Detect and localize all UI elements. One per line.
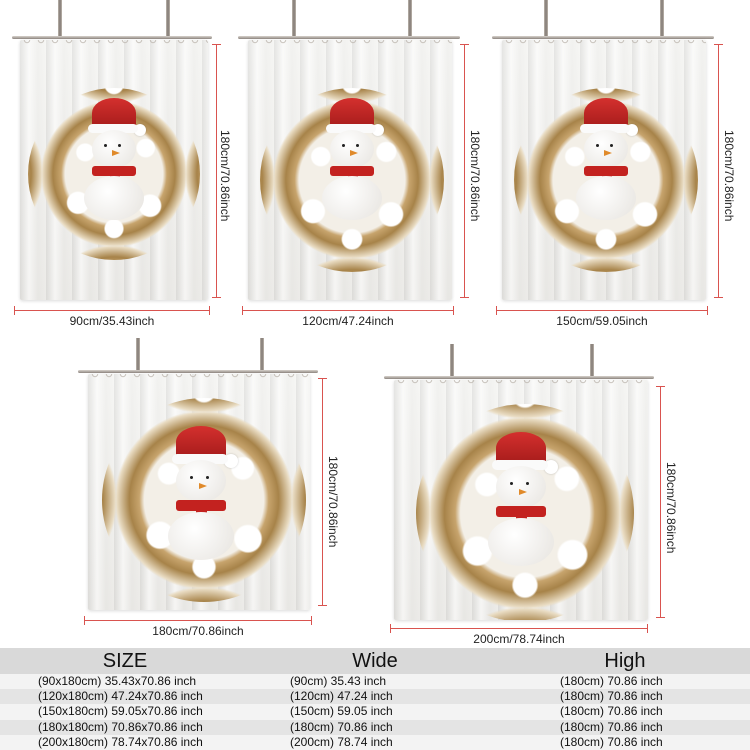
- height-dimension-line: [714, 44, 723, 298]
- width-dimension-line: [242, 306, 454, 315]
- hanger-pole: [58, 0, 62, 36]
- curtain-rod: [238, 36, 460, 39]
- height-label: 180cm/70.86inch: [218, 130, 232, 222]
- cell-size: (90x180cm) 35.43x70.86 inch: [38, 674, 197, 688]
- curtain-rod: [12, 36, 212, 39]
- curtain-rings: [502, 40, 706, 44]
- curtain-rings: [88, 374, 310, 378]
- width-label: 90cm/35.43inch: [69, 314, 155, 328]
- height-label: 180cm/70.86inch: [468, 130, 482, 222]
- curtain-rings: [394, 380, 648, 384]
- hanger-pole: [260, 338, 264, 372]
- shower-curtain: [20, 40, 208, 300]
- cell-wide: (200cm) 78.74 inch: [290, 734, 393, 749]
- width-dimension-line: [390, 624, 648, 633]
- cell-high: (180cm) 70.86 inch: [560, 734, 663, 749]
- shower-curtain: [502, 40, 706, 300]
- hanger-pole: [660, 0, 664, 36]
- cell-wide: (120cm) 47.24 inch: [290, 689, 393, 704]
- header-wide: Wide: [352, 650, 398, 672]
- cell-high: (180cm) 70.86 inch: [560, 719, 663, 734]
- cell-size: (150x180cm) 59.05x70.86 inch: [38, 704, 203, 719]
- cell-high: (180cm) 70.86 inch: [560, 689, 663, 704]
- size-table-header: SIZE Wide High: [0, 648, 750, 674]
- curtain-rings: [20, 40, 208, 44]
- hanger-pole: [590, 344, 594, 378]
- hanger-pole: [166, 0, 170, 36]
- width-dimension-line: [496, 306, 708, 315]
- curtain-rod: [492, 36, 714, 39]
- width-label: 120cm/47.24inch: [302, 314, 394, 328]
- table-row: (120x180cm) 47.24x70.86 inch (120cm) 47.…: [0, 689, 750, 705]
- cell-size: (200x180cm) 78.74x70.86 inch: [38, 734, 203, 749]
- hanger-pole: [136, 338, 140, 372]
- size-table: SIZE Wide High (90x180cm) 35.43x70.86 in…: [0, 648, 750, 750]
- cell-size: (120x180cm) 47.24x70.86 inch: [38, 689, 203, 704]
- width-label: 180cm/70.86inch: [152, 624, 244, 638]
- height-dimension-line: [318, 378, 327, 606]
- height-dimension-line: [212, 44, 221, 298]
- header-size: SIZE: [102, 650, 148, 672]
- cell-wide: (90cm) 35.43 inch: [290, 674, 387, 688]
- cell-wide: (150cm) 59.05 inch: [290, 704, 393, 719]
- curtain-rod: [384, 376, 654, 379]
- height-label: 180cm/70.86inch: [326, 456, 340, 548]
- cell-high: (180cm) 70.86 inch: [560, 674, 663, 688]
- shower-curtain: [394, 380, 648, 620]
- table-row: (90x180cm) 35.43x70.86 inch (90cm) 35.43…: [0, 674, 750, 690]
- height-dimension-line: [460, 44, 469, 298]
- width-dimension-line: [14, 306, 210, 315]
- shower-curtain: [88, 374, 310, 610]
- width-label: 150cm/59.05inch: [556, 314, 648, 328]
- shower-curtain: [248, 40, 452, 300]
- hanger-pole: [450, 344, 454, 378]
- height-dimension-line: [656, 386, 665, 618]
- header-high: High: [604, 650, 646, 672]
- table-row: (200x180cm) 78.74x70.86 inch (200cm) 78.…: [0, 734, 750, 750]
- width-dimension-line: [84, 616, 312, 625]
- table-row: (150x180cm) 59.05x70.86 inch (150cm) 59.…: [0, 704, 750, 720]
- curtain-rings: [248, 40, 452, 44]
- cell-size: (180x180cm) 70.86x70.86 inch: [38, 719, 203, 734]
- cell-high: (180cm) 70.86 inch: [560, 704, 663, 719]
- cell-wide: (180cm) 70.86 inch: [290, 719, 393, 734]
- width-label: 200cm/78.74inch: [473, 632, 565, 646]
- curtain-rod: [78, 370, 318, 373]
- table-row: (180x180cm) 70.86x70.86 inch (180cm) 70.…: [0, 719, 750, 735]
- hanger-pole: [408, 0, 412, 36]
- height-label: 180cm/70.86inch: [722, 130, 736, 222]
- hanger-pole: [544, 0, 548, 36]
- height-label: 180cm/70.86inch: [664, 462, 678, 554]
- hanger-pole: [292, 0, 296, 36]
